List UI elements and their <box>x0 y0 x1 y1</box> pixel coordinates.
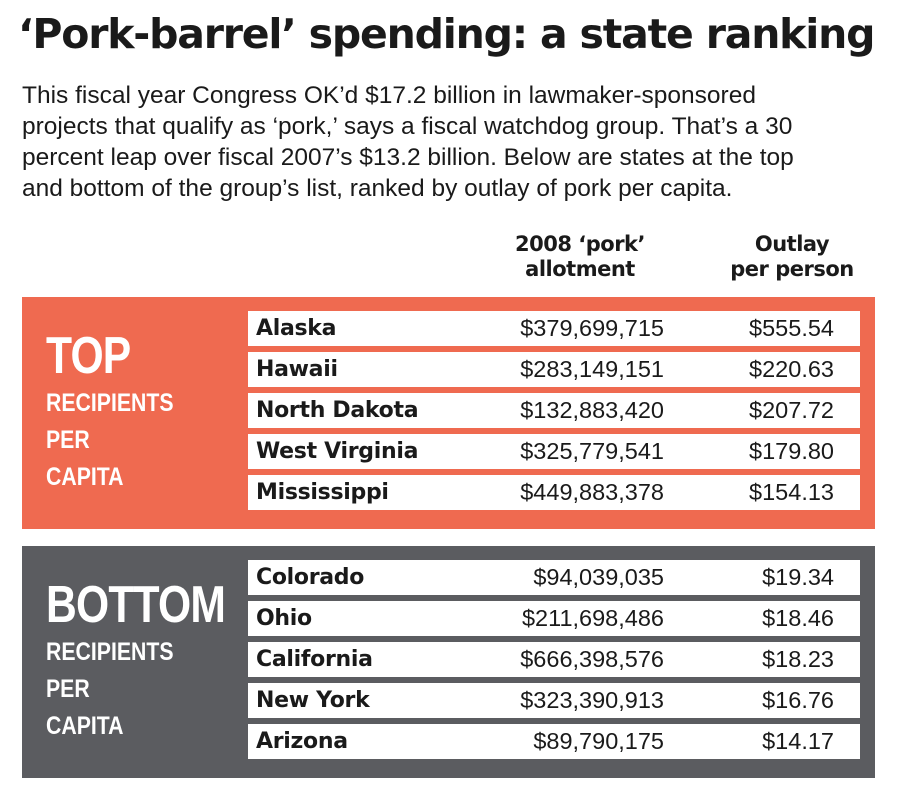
outlay-cell: $207.72 <box>749 397 834 423</box>
page-title: ‘Pork-barrel’ spending: a state ranking <box>18 10 875 58</box>
column-header-line: 2008 ‘pork’ <box>515 232 646 256</box>
panel-label-line: PER <box>46 675 90 703</box>
allotment-cell: $283,149,151 <box>520 356 664 382</box>
panel-label-line: CAPITA <box>46 712 124 740</box>
state-cell: Colorado <box>256 565 365 590</box>
column-header-allotment: 2008 ‘pork’ allotment <box>485 232 675 282</box>
panel-label-line: PER <box>46 426 90 454</box>
state-cell: North Dakota <box>256 398 419 423</box>
allotment-cell: $89,790,175 <box>533 728 664 754</box>
panel-label-big: BOTTOM <box>46 576 226 634</box>
state-cell: Arizona <box>256 729 348 754</box>
table-row: West Virginia $325,779,541 $179.80 <box>248 434 860 469</box>
outlay-cell: $14.17 <box>762 728 834 754</box>
bottom-recipients-panel: BOTTOM RECIPIENTS PER CAPITA Colorado $94… <box>22 546 875 778</box>
table-row: Ohio $211,698,486 $18.46 <box>248 601 860 636</box>
table-row: Colorado $94,039,035 $19.34 <box>248 560 860 595</box>
table-row: Hawaii $283,149,151 $220.63 <box>248 352 860 387</box>
table-row: Mississippi $449,883,378 $154.13 <box>248 475 860 510</box>
allotment-cell: $379,699,715 <box>520 315 664 341</box>
intro-line: percent leap over fiscal 2007’s $13.2 bi… <box>22 144 794 171</box>
intro-line: This fiscal year Congress OK’d $17.2 bil… <box>22 82 756 109</box>
table-row: Arizona $89,790,175 $14.17 <box>248 724 860 759</box>
allotment-cell: $325,779,541 <box>520 438 664 464</box>
panel-label-top: TOP RECIPIENTS PER CAPITA <box>46 327 196 496</box>
column-header-line: Outlay <box>754 232 830 256</box>
panel-label-bottom: BOTTOM RECIPIENTS PER CAPITA <box>46 576 264 745</box>
state-cell: Ohio <box>256 606 312 631</box>
table-row: New York $323,390,913 $16.76 <box>248 683 860 718</box>
allotment-cell: $666,398,576 <box>520 646 664 672</box>
allotment-cell: $323,390,913 <box>520 687 664 713</box>
state-cell: Mississippi <box>256 480 389 505</box>
state-cell: Hawaii <box>256 357 338 382</box>
allotment-cell: $94,039,035 <box>533 564 664 590</box>
state-cell: New York <box>256 688 370 713</box>
top-rows: Alaska $379,699,715 $555.54 Hawaii $283,149,… <box>248 311 860 516</box>
state-cell: California <box>256 647 373 672</box>
column-header-line: allotment <box>525 257 635 281</box>
column-header-line: per person <box>730 257 854 281</box>
allotment-cell: $132,883,420 <box>520 397 664 423</box>
outlay-cell: $16.76 <box>762 687 834 713</box>
top-recipients-panel: TOP RECIPIENTS PER CAPITA Alaska $379,699… <box>22 297 875 529</box>
outlay-cell: $555.54 <box>749 315 834 341</box>
column-header-outlay: Outlay per person <box>712 232 872 282</box>
bottom-rows: Colorado $94,039,035 $19.34 Ohio $211,698,48… <box>248 560 860 765</box>
outlay-cell: $18.23 <box>762 646 834 672</box>
outlay-cell: $154.13 <box>749 479 834 505</box>
outlay-cell: $179.80 <box>749 438 834 464</box>
state-cell: West Virginia <box>256 439 419 464</box>
intro-line: projects that qualify as ‘pork,’ says a … <box>22 113 793 140</box>
intro-line: and bottom of the group’s list, ranked b… <box>22 175 733 202</box>
outlay-cell: $18.46 <box>762 605 834 631</box>
panel-label-line: CAPITA <box>46 463 124 491</box>
panel-label-line: RECIPIENTS <box>46 389 174 417</box>
outlay-cell: $220.63 <box>749 356 834 382</box>
allotment-cell: $211,698,486 <box>521 605 664 631</box>
table-row: North Dakota $132,883,420 $207.72 <box>248 393 860 428</box>
intro-text: This fiscal year Congress OK’d $17.2 bil… <box>22 80 897 204</box>
panel-label-big: TOP <box>46 327 131 385</box>
outlay-cell: $19.34 <box>762 564 834 590</box>
table-row: Alaska $379,699,715 $555.54 <box>248 311 860 346</box>
panel-label-line: RECIPIENTS <box>46 638 174 666</box>
state-cell: Alaska <box>256 316 337 341</box>
table-row: California $666,398,576 $18.23 <box>248 642 860 677</box>
allotment-cell: $449,883,378 <box>520 479 664 505</box>
